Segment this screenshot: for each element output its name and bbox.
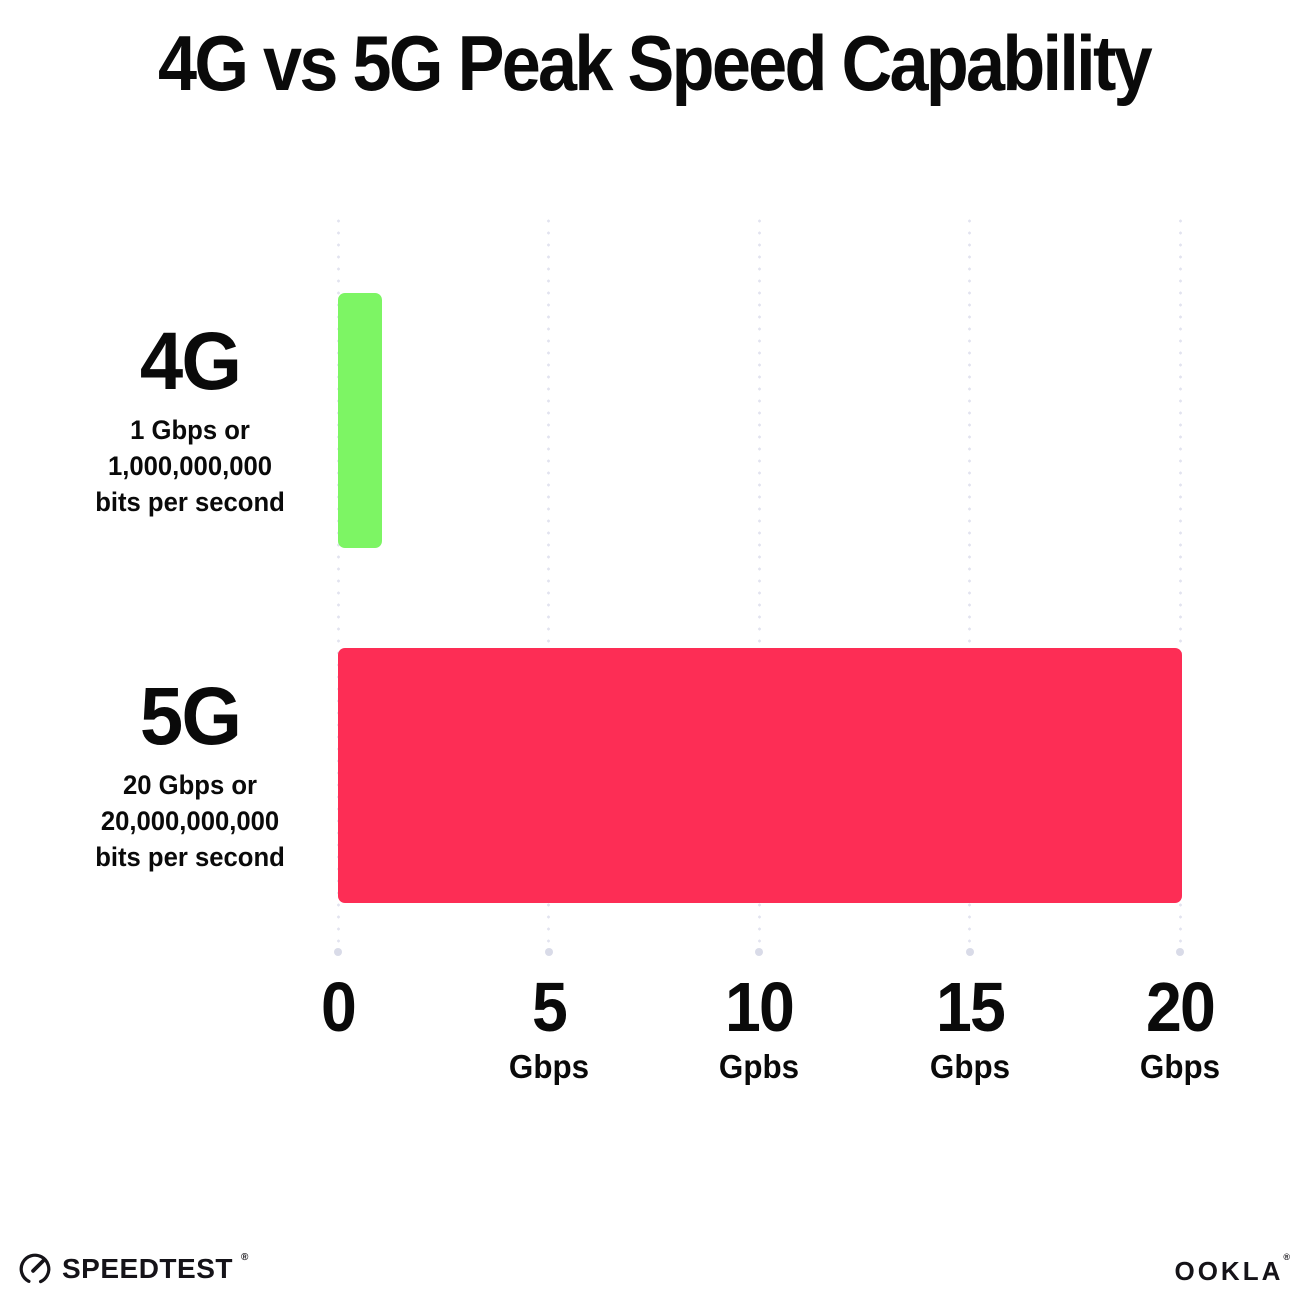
x-tick-0: 0 [228, 972, 448, 1084]
speedometer-gauge-icon [16, 1250, 54, 1288]
x-tick-15: 15 Gbps [860, 972, 1080, 1084]
sublabel-line: 1 Gbps or [130, 415, 250, 445]
gridline-end-dot [1176, 948, 1184, 956]
category-label-5g: 5G [139, 671, 242, 762]
sublabel-line: bits per second [95, 842, 285, 872]
x-tick-unit [234, 1050, 443, 1084]
category-sublabel-5g: 20 Gbps or 20,000,000,000 bits per secon… [38, 767, 342, 875]
gridline-end-dot [544, 948, 553, 956]
x-tick-value: 5 [531, 968, 568, 1046]
x-tick-value: 20 [1146, 968, 1216, 1046]
ookla-wordmark: OOKLA [1174, 1256, 1284, 1286]
gridline-end-dot [965, 948, 974, 956]
gridline-end-dot [334, 948, 342, 956]
category-label-4g: 4G [139, 316, 242, 407]
x-tick-unit: Gbps [929, 1048, 1010, 1085]
x-tick-unit: Gbps [508, 1048, 589, 1085]
x-tick-value: 0 [321, 968, 357, 1046]
chart-title: 4G vs 5G Peak Speed Capability [158, 19, 1153, 107]
speedtest-logo: SPEEDTEST ® [16, 1250, 248, 1288]
x-tick-5: 5 Gbps [439, 972, 659, 1084]
sublabel-line: bits per second [95, 487, 285, 517]
gridline-end-dot [755, 948, 763, 956]
speedtest-trademark: ® [240, 1251, 249, 1263]
category-sublabel-4g: 1 Gbps or 1,000,000,000 bits per second [38, 412, 342, 520]
gridline [547, 215, 550, 945]
ookla-trademark: ® [1283, 1252, 1290, 1262]
x-tick-unit: Gpbs [718, 1048, 800, 1085]
x-tick-value: 15 [935, 968, 1006, 1046]
gridline [1178, 215, 1182, 945]
bar-4g [338, 293, 383, 548]
x-tick-20: 20 Gbps [1070, 972, 1290, 1084]
gridline [336, 215, 340, 945]
gridline [968, 215, 971, 945]
row-label-4g: 4G 1 Gbps or 1,000,000,000 bits per seco… [30, 320, 350, 520]
sublabel-line: 20,000,000,000 [100, 806, 280, 836]
x-tick-unit: Gbps [1139, 1048, 1221, 1085]
sublabel-line: 20 Gbps or [122, 770, 257, 800]
sublabel-line: 1,000,000,000 [107, 451, 273, 481]
row-label-5g: 5G 20 Gbps or 20,000,000,000 bits per se… [30, 675, 350, 875]
gridline [757, 215, 761, 945]
speedtest-wordmark: SPEEDTEST [62, 1253, 233, 1284]
x-tick-value: 10 [725, 968, 795, 1046]
bar-5g [338, 648, 1182, 903]
ookla-logo: OOKLA ® [1174, 1252, 1290, 1287]
x-tick-10: 10 Gpbs [649, 972, 869, 1084]
